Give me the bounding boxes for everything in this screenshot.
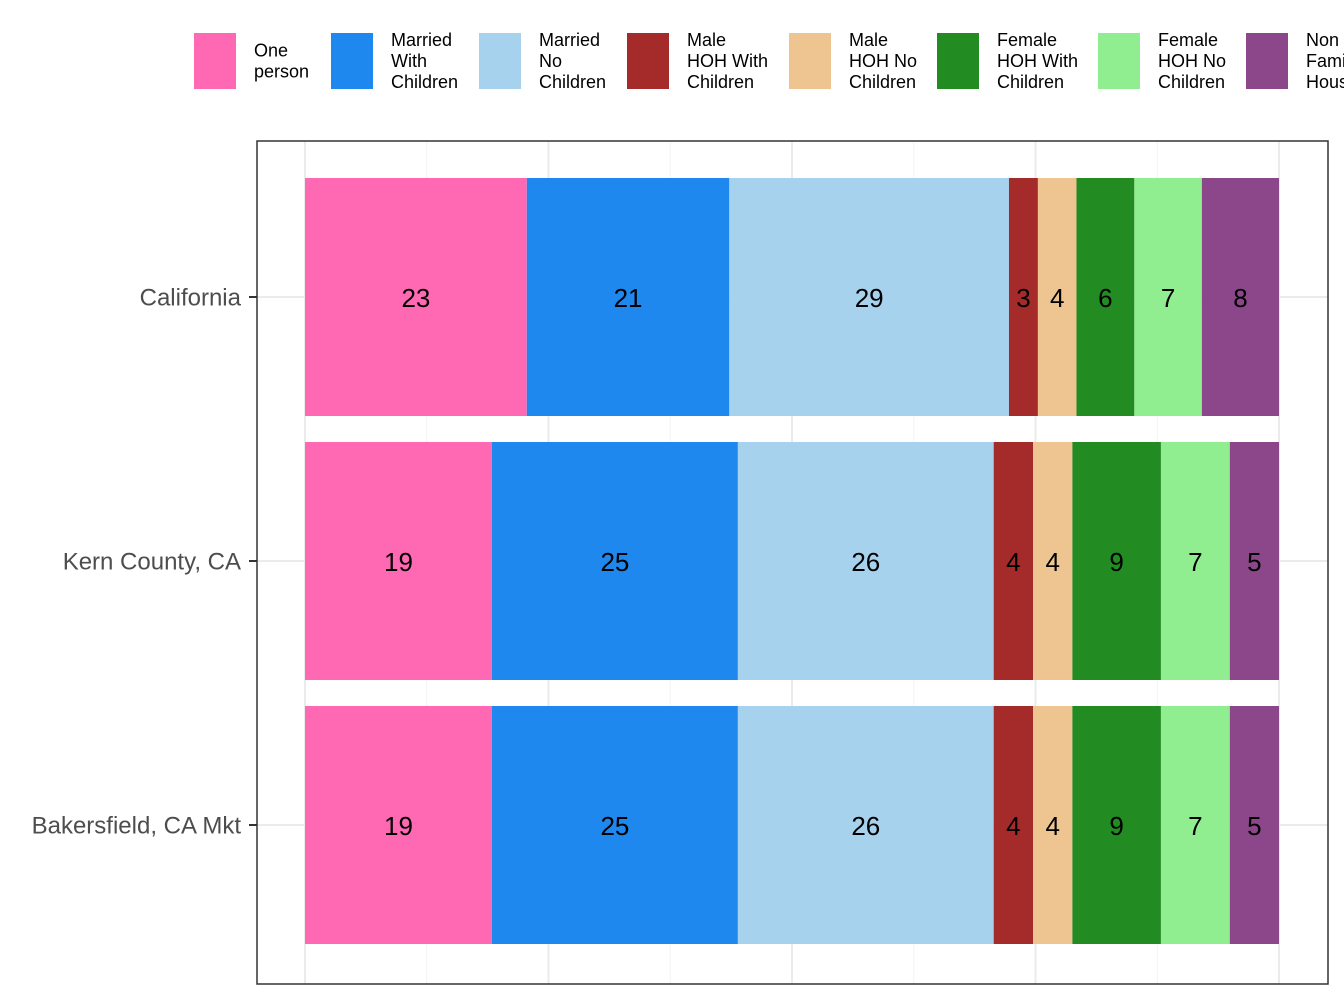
bar-segment (993, 442, 1034, 680)
bar-segment (1037, 178, 1077, 416)
data-label: 29 (855, 283, 884, 313)
data-label: 4 (1006, 811, 1020, 841)
bar-segment (1076, 178, 1135, 416)
data-label: 6 (1098, 283, 1112, 313)
bar-segment (1160, 442, 1230, 680)
y-tick-label: Kern County, CA (63, 549, 241, 576)
data-label: 25 (600, 811, 629, 841)
data-label: 25 (600, 547, 629, 577)
data-label: 3 (1016, 283, 1030, 313)
data-labels: 23 21 29 3 4 6 7 819 25 26 4 4 9 7 519 25 26 4 4 9 7 5 (384, 283, 1262, 841)
data-label: 4 (1045, 547, 1059, 577)
bar-segment (491, 706, 738, 944)
data-label: 4 (1006, 547, 1020, 577)
data-label: 7 (1188, 811, 1202, 841)
data-label: 9 (1109, 547, 1123, 577)
data-label: 4 (1050, 283, 1064, 313)
bar-segment (1229, 442, 1279, 680)
bar-segment (305, 178, 527, 416)
legend-item: Male HOH With Children (627, 30, 768, 92)
legend-item: Male HOH No Children (789, 30, 917, 92)
data-label: 9 (1109, 811, 1123, 841)
data-label: 4 (1045, 811, 1059, 841)
data-label: 19 (384, 811, 413, 841)
bar-segment (1072, 706, 1161, 944)
legend-item: Married No Children (479, 30, 606, 92)
legend-key (937, 33, 979, 89)
y-axis: California Kern County, CA Bakersfield, CA… (32, 285, 257, 840)
bar-segment (1008, 178, 1038, 416)
bar-segment (491, 442, 738, 680)
bar-segment (1229, 706, 1279, 944)
legend-key (789, 33, 831, 89)
data-label: 26 (851, 547, 880, 577)
y-tick-label: California (140, 285, 242, 312)
bar-segment (305, 442, 492, 680)
legend-key (1246, 33, 1288, 89)
legend-item: Married With Children (331, 30, 458, 92)
bar-segment (1201, 178, 1279, 416)
legend: One person Married With Children Married No Chi… (194, 30, 1344, 92)
bar-segment (729, 178, 1009, 416)
bar-segment (1033, 442, 1073, 680)
legend-key (194, 33, 236, 89)
legend-key (1098, 33, 1140, 89)
legend-item: One person (194, 33, 309, 89)
data-label: 19 (384, 547, 413, 577)
plot-panel-border (256, 140, 1329, 985)
bar-segment (1072, 442, 1161, 680)
data-label: 5 (1247, 811, 1261, 841)
legend-label: Married With Children (391, 30, 458, 92)
bar-segment (1033, 706, 1073, 944)
data-label: 7 (1161, 283, 1175, 313)
bar-segment (993, 706, 1034, 944)
bar-segment (1134, 178, 1202, 416)
bar-segment (737, 442, 994, 680)
legend-label: Married No Children (539, 30, 606, 92)
bar-segment (1160, 706, 1230, 944)
data-label: 21 (614, 283, 643, 313)
y-tick-label: Bakersfield, CA Mkt (32, 813, 242, 840)
legend-label: One person (254, 41, 309, 82)
data-label: 5 (1247, 547, 1261, 577)
bars (305, 178, 1279, 944)
data-label: 8 (1233, 283, 1247, 313)
legend-item: Female HOH With Children (937, 30, 1078, 92)
bar-segment (737, 706, 994, 944)
legend-label: Male HOH With Children (687, 30, 768, 92)
legend-label: Female HOH No Children (1158, 30, 1226, 92)
bar-segment (526, 178, 730, 416)
legend-item: Female HOH No Children (1098, 30, 1226, 92)
data-label: 23 (401, 283, 430, 313)
legend-label: Male HOH No Children (849, 30, 917, 92)
legend-item: NonFamilyHouseholds (1246, 30, 1344, 92)
legend-key (331, 33, 373, 89)
legend-key (479, 33, 521, 89)
legend-label: NonFamilyHouseholds (1306, 30, 1344, 92)
bar-segment (305, 706, 492, 944)
data-label: 26 (851, 811, 880, 841)
legend-key (627, 33, 669, 89)
legend-label: Female HOH With Children (997, 30, 1078, 92)
data-label: 7 (1188, 547, 1202, 577)
